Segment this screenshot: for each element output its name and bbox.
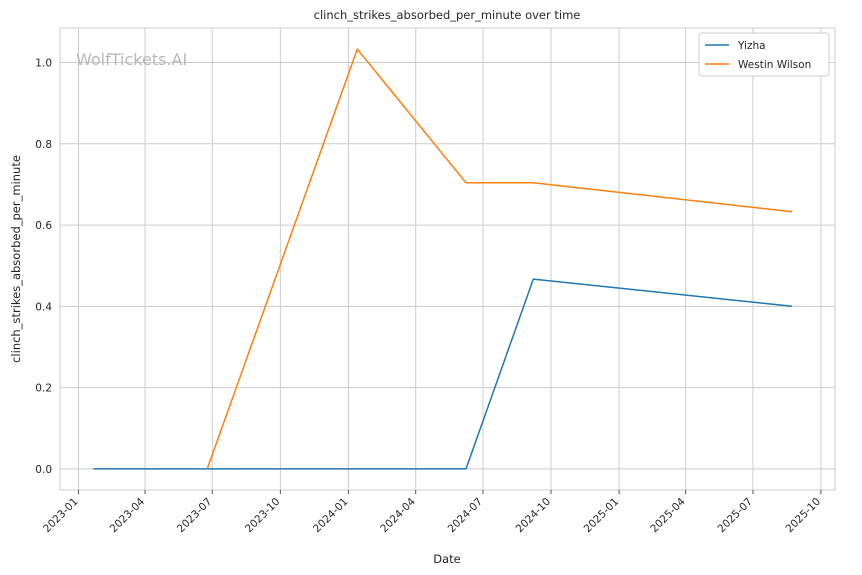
plot-area — [59, 27, 836, 491]
legend-label-yizha: Yizha — [737, 40, 766, 52]
y-tick-label: 0.6 — [35, 220, 52, 232]
y-tick-label: 1.0 — [35, 58, 52, 70]
grid-lines — [60, 28, 835, 490]
y-axis-label: clinch_strikes_absorbed_per_minute — [9, 155, 23, 363]
y-tick-label: 0.4 — [35, 301, 52, 313]
y-tick-label: 0.2 — [35, 383, 52, 395]
legend-label-westin-wilson: Westin Wilson — [738, 59, 811, 71]
legend-box — [698, 32, 830, 77]
y-tick-label: 0.8 — [35, 139, 52, 151]
y-tick-label: 0.0 — [35, 464, 52, 476]
watermark-text: WolfTickets.AI — [76, 50, 187, 69]
series-line-yizha — [93, 278, 793, 470]
x-axis-label: Date — [433, 552, 461, 566]
series-line-westin-wilson — [206, 48, 793, 470]
legend: Yizha Westin Wilson — [698, 32, 830, 77]
series-layer — [93, 48, 793, 470]
chart-title: clinch_strikes_absorbed_per_minute over … — [314, 8, 581, 22]
